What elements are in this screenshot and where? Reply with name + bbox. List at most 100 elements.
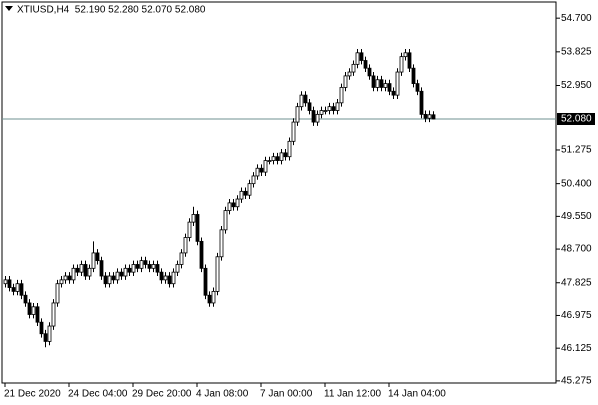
candle-body — [99, 260, 104, 277]
candle-body — [203, 267, 208, 296]
candle-body — [111, 275, 116, 281]
candle-body — [395, 71, 400, 96]
candle-body — [95, 252, 100, 262]
candle-body — [375, 79, 380, 88]
candle-body — [403, 52, 408, 58]
candle-body — [351, 63, 356, 73]
candle-body — [119, 271, 124, 277]
y-tick-label: 49.550 — [561, 211, 592, 222]
candle-body — [7, 279, 12, 288]
y-tick-label: 45.275 — [561, 376, 592, 387]
candle-body — [23, 294, 28, 304]
candle-body — [51, 302, 56, 327]
x-tick-label: 4 Jan 08:00 — [196, 389, 249, 400]
y-tick-label: 54.700 — [561, 13, 592, 24]
y-tick-label: 47.825 — [561, 277, 592, 288]
candle-body — [87, 267, 92, 277]
candle-body — [243, 190, 248, 196]
candle-body — [135, 264, 140, 269]
candle-body — [15, 283, 20, 292]
candle-body — [163, 275, 168, 281]
candle-body — [179, 252, 184, 265]
candle-body — [287, 140, 292, 158]
y-tick-label: 46.125 — [561, 343, 592, 354]
candle-body — [347, 71, 352, 77]
candle-body — [239, 190, 244, 200]
x-tick-label: 14 Jan 04:00 — [388, 389, 446, 400]
price-label-box — [557, 112, 595, 125]
candle-body — [11, 287, 16, 292]
candle-body — [191, 214, 196, 223]
candle-body — [127, 267, 132, 273]
candle-body — [383, 83, 388, 88]
x-tick-label: 7 Jan 00:00 — [260, 389, 313, 400]
candle-body — [379, 79, 384, 88]
candle-body — [187, 221, 192, 238]
candle-body — [35, 306, 40, 323]
candle-body — [259, 167, 264, 173]
candle-body — [247, 183, 252, 196]
candle-body — [367, 67, 372, 77]
candle-body — [423, 113, 428, 119]
candle-body — [139, 260, 144, 269]
y-tick-label: 53.825 — [561, 46, 592, 57]
candle-body — [31, 306, 36, 315]
candle-body — [315, 113, 320, 123]
candle-body — [27, 302, 32, 315]
candle-body — [307, 102, 312, 111]
candle-body — [211, 291, 216, 304]
candle-body — [67, 275, 72, 281]
candle-body — [143, 260, 148, 265]
candle-body — [227, 202, 232, 211]
candle-body — [199, 240, 204, 269]
candle-body — [39, 321, 44, 335]
x-tick-label: 24 Dec 04:00 — [68, 389, 128, 400]
candle-body — [391, 90, 396, 96]
y-tick-label: 50.400 — [561, 178, 592, 189]
candle-body — [275, 156, 280, 161]
y-tick-label: 48.700 — [561, 244, 592, 255]
candle-body — [331, 106, 336, 111]
candle-body — [215, 256, 220, 292]
candle-body — [399, 56, 404, 73]
candle-body — [371, 75, 376, 88]
candle-body — [299, 94, 304, 108]
candle-body — [55, 283, 60, 304]
candle-body — [231, 202, 236, 208]
x-tick-label: 11 Jan 12:00 — [324, 389, 382, 400]
candle-body — [407, 52, 412, 69]
candle-body — [155, 264, 160, 273]
plot-frame — [1, 1, 557, 384]
candle-body — [263, 160, 268, 173]
candle-body — [319, 110, 324, 115]
candle-body — [323, 110, 328, 112]
candle-body — [335, 102, 340, 111]
price-label: 52.080 — [561, 114, 592, 125]
candle-body — [363, 60, 368, 69]
candle-body — [151, 264, 156, 269]
candle-body — [71, 267, 76, 281]
candle-body — [59, 279, 64, 285]
candle-body — [43, 333, 48, 342]
candle-body — [103, 275, 108, 285]
candle-body — [419, 90, 424, 115]
candle-body — [279, 152, 284, 161]
candle-body — [75, 267, 80, 273]
candle-body — [339, 87, 344, 104]
candle-body — [195, 214, 200, 242]
x-tick-label: 29 Dec 20:00 — [132, 389, 192, 400]
menu-triangle — [5, 6, 13, 11]
candle-body — [235, 198, 240, 208]
candle-body — [255, 167, 260, 177]
candle-body — [159, 271, 164, 281]
candle-body — [219, 229, 224, 258]
candle-body — [107, 275, 112, 285]
chart-title: XTIUSD,H4 52.190 52.280 52.070 52.080 — [17, 5, 206, 16]
candle-body — [167, 275, 172, 285]
candle-body — [79, 264, 84, 273]
candle-body — [343, 75, 348, 88]
y-tick-label: 51.275 — [561, 145, 592, 156]
candle-body — [271, 156, 276, 161]
